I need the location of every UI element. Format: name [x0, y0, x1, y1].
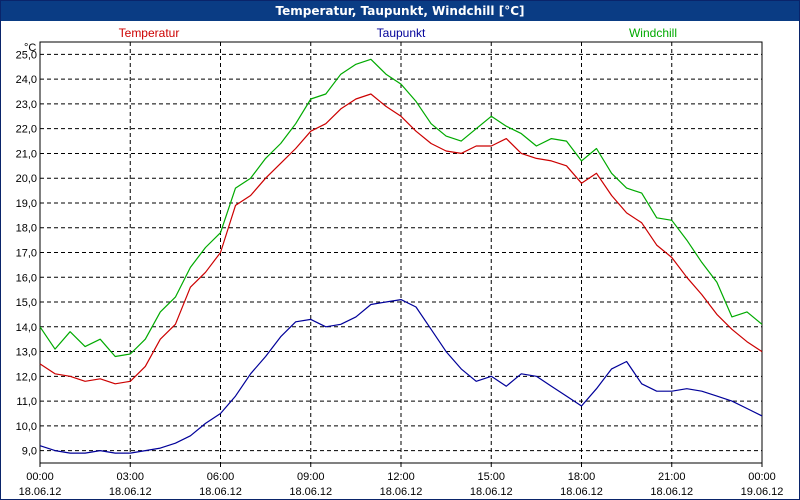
x-tick-time: 12:00 — [387, 471, 415, 483]
x-tick-date: 18.06.12 — [109, 486, 152, 498]
x-tick-time: 21:00 — [658, 471, 686, 483]
x-tick-date: 18.06.12 — [19, 486, 62, 498]
x-tick-date: 18.06.12 — [560, 486, 603, 498]
x-tick-time: 15:00 — [477, 471, 505, 483]
y-tick-label: 18,0 — [16, 223, 37, 235]
x-tick-date: 18.06.12 — [380, 486, 423, 498]
y-tick-label: 15,0 — [16, 297, 37, 309]
y-tick-label: 25,0 — [16, 49, 37, 61]
x-tick-time: 03:00 — [116, 471, 144, 483]
x-tick-date: 18.06.12 — [470, 486, 513, 498]
x-tick-date: 18.06.12 — [650, 486, 693, 498]
x-tick-time: 06:00 — [207, 471, 235, 483]
x-tick-date: 18.06.12 — [289, 486, 332, 498]
y-tick-label: 22,0 — [16, 124, 37, 136]
y-tick-label: 9,0 — [22, 446, 37, 458]
y-tick-label: 21,0 — [16, 148, 37, 160]
y-tick-label: 10,0 — [16, 421, 37, 433]
series-line-windchill — [39, 58, 763, 358]
y-tick-label: 13,0 — [16, 347, 37, 359]
x-tick-date: 19.06.12 — [741, 486, 784, 498]
y-tick-label: 17,0 — [16, 248, 37, 260]
x-tick-time: 18:00 — [568, 471, 596, 483]
y-tick-label: 16,0 — [16, 272, 37, 284]
legend-windchill: Windchill — [629, 26, 677, 40]
y-tick-label: 23,0 — [16, 99, 37, 111]
y-tick-label: 14,0 — [16, 322, 37, 334]
window-title: Temperatur, Taupunkt, Windchill [°C] — [1, 1, 799, 21]
x-tick-time: 00:00 — [26, 471, 54, 483]
series-line-taupunkt — [39, 299, 763, 454]
legend-temperatur: Temperatur — [119, 26, 180, 40]
x-tick-time: 00:00 — [748, 471, 776, 483]
series-line-temperatur — [39, 93, 763, 385]
y-tick-label: 24,0 — [16, 74, 37, 86]
y-tick-label: 20,0 — [16, 173, 37, 185]
legend-taupunkt: Taupunkt — [377, 26, 426, 40]
y-tick-label: 11,0 — [16, 396, 37, 408]
y-unit-label: °C — [24, 42, 36, 54]
y-tick-label: 12,0 — [16, 371, 37, 383]
x-tick-date: 18.06.12 — [199, 486, 242, 498]
y-tick-label: 19,0 — [16, 198, 37, 210]
x-tick-time: 09:00 — [297, 471, 325, 483]
